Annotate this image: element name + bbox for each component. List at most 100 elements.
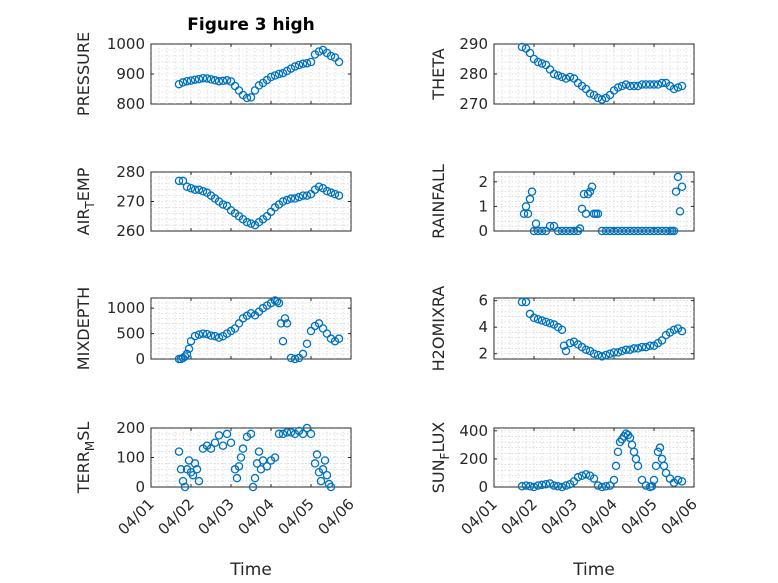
panel-mixdepth: 0 500 1000 MIXDEPTH	[74, 287, 352, 370]
pressure-data-point	[270, 71, 280, 80]
terr-msl-data-point	[180, 482, 190, 492]
h2omixra-data-point	[621, 345, 631, 354]
sun-flux-y-tick-label: 400	[459, 422, 488, 440]
pressure-data-point	[306, 57, 316, 67]
terr-msl-data-point	[302, 423, 312, 433]
theta-data-point	[561, 74, 571, 83]
pressure-data-point	[174, 79, 184, 89]
sun-flux-data-point	[661, 468, 671, 478]
terr-msl-data-point	[320, 456, 330, 465]
sun-flux-plot-area	[493, 427, 695, 488]
sun-flux-data-point	[537, 480, 547, 490]
rainfall-data-point	[575, 224, 585, 233]
pressure-data-point	[302, 58, 312, 68]
sun-flux-x-tick-label: 04/06	[658, 495, 701, 538]
theta-data-point	[629, 81, 639, 91]
air-temp-y-tick-label: 280	[116, 163, 145, 181]
pressure-data-point	[202, 74, 212, 83]
terr-msl-x-tick-label: 04/04	[235, 495, 278, 538]
mixdepth-data-point	[214, 333, 224, 342]
terr-msl-data-point	[210, 438, 220, 447]
sun-flux-x-tick-label: 04/01	[458, 495, 501, 538]
mixdepth-plot-area	[150, 297, 352, 360]
air-temp-data-point	[278, 197, 288, 206]
terr-msl-data-point	[238, 444, 248, 453]
terr-msl-data-point	[234, 462, 244, 471]
mixdepth-data-point	[298, 349, 308, 359]
mixdepth-data-point	[182, 349, 192, 359]
terr-msl-data-point	[306, 429, 316, 439]
theta-data-point	[557, 72, 567, 82]
terr-msl-data-point	[214, 431, 224, 440]
terr-msl-data-point	[190, 459, 200, 468]
rainfall-y-axis-label: RAINFALL	[429, 164, 448, 239]
terr-msl-x-tick-label: 04/03	[195, 495, 238, 538]
h2omixra-data-point	[557, 325, 567, 335]
pressure-data-point	[198, 73, 208, 83]
rainfall-data-point	[521, 202, 531, 211]
air-temp-data-point	[294, 192, 304, 202]
sun-flux-data-point	[581, 470, 591, 479]
rainfall-data-point	[675, 207, 685, 216]
rainfall-data-point	[527, 187, 537, 196]
terr-msl-data-point	[254, 447, 264, 456]
air-temp-y-tick-label: 270	[116, 193, 145, 211]
h2omixra-data-point	[545, 318, 555, 328]
mixdepth-data-point	[276, 319, 286, 328]
terr-msl-data-point	[318, 465, 328, 474]
theta-y-tick-label: 270	[459, 95, 488, 113]
rainfall-data-point	[669, 226, 679, 236]
pressure-data-point	[214, 76, 224, 86]
theta-data-point	[553, 71, 563, 80]
h2omixra-y-tick-label: 4	[478, 318, 488, 336]
rainfall-data-point	[601, 226, 611, 236]
terr-msl-data-point	[286, 428, 296, 437]
mixdepth-data-point	[190, 331, 200, 341]
rainfall-data-point	[641, 226, 651, 236]
mixdepth-data-point	[198, 329, 208, 338]
theta-data-point	[585, 89, 595, 98]
rainfall-data-point	[585, 187, 595, 196]
sun-flux-data-point	[557, 482, 567, 492]
h2omixra-data-point	[533, 314, 543, 324]
sun-flux-data-point	[641, 481, 651, 490]
pressure-data-point	[186, 76, 196, 85]
theta-data-point	[653, 80, 663, 89]
pressure-y-tick-label: 900	[116, 65, 145, 83]
sun-flux-data-point	[553, 482, 563, 491]
theta-data-point	[649, 80, 659, 89]
terr-msl-data-point	[178, 476, 188, 486]
rainfall-data-point	[519, 209, 529, 219]
terr-msl-data-point	[312, 450, 322, 459]
mixdepth-data-point	[280, 314, 290, 323]
theta-data-point	[613, 83, 623, 92]
theta-data-point	[525, 48, 535, 58]
air-temp-data-point	[174, 176, 184, 186]
sun-flux-x-tick-label: 04/03	[538, 495, 581, 538]
rainfall-data-point	[605, 226, 615, 236]
h2omixra-data-point	[561, 346, 571, 356]
air-temp-data-point	[186, 183, 196, 193]
rainfall-data-point	[537, 226, 547, 236]
sun-flux-x-tick-label: 04/02	[498, 495, 541, 538]
air-temp-data-point	[290, 194, 300, 203]
sun-flux-data-point	[533, 481, 543, 490]
rainfall-data-point	[621, 226, 631, 236]
sun-flux-data-point	[651, 461, 661, 471]
h2omixra-data-point	[589, 349, 599, 358]
terr-msl-x-tick-label: 04/02	[155, 495, 198, 538]
rainfall-data-point	[629, 226, 639, 236]
sun-flux-data-point	[649, 475, 659, 485]
rainfall-y-tick-label: 1	[478, 197, 488, 215]
mixdepth-data-point	[318, 324, 328, 333]
terr-msl-data-point	[326, 482, 336, 492]
mixdepth-data-point	[234, 319, 244, 328]
terr-msl-data-point	[310, 459, 320, 468]
theta-data-point	[669, 84, 679, 94]
panel-theta: 270 280 290 THETA	[429, 35, 695, 113]
mixdepth-data-point	[186, 336, 196, 346]
sun-flux-data-point	[637, 475, 647, 485]
pressure-data-point	[286, 64, 296, 73]
h2omixra-y-tick-label: 2	[478, 345, 488, 363]
mixdepth-data-point	[274, 298, 284, 308]
